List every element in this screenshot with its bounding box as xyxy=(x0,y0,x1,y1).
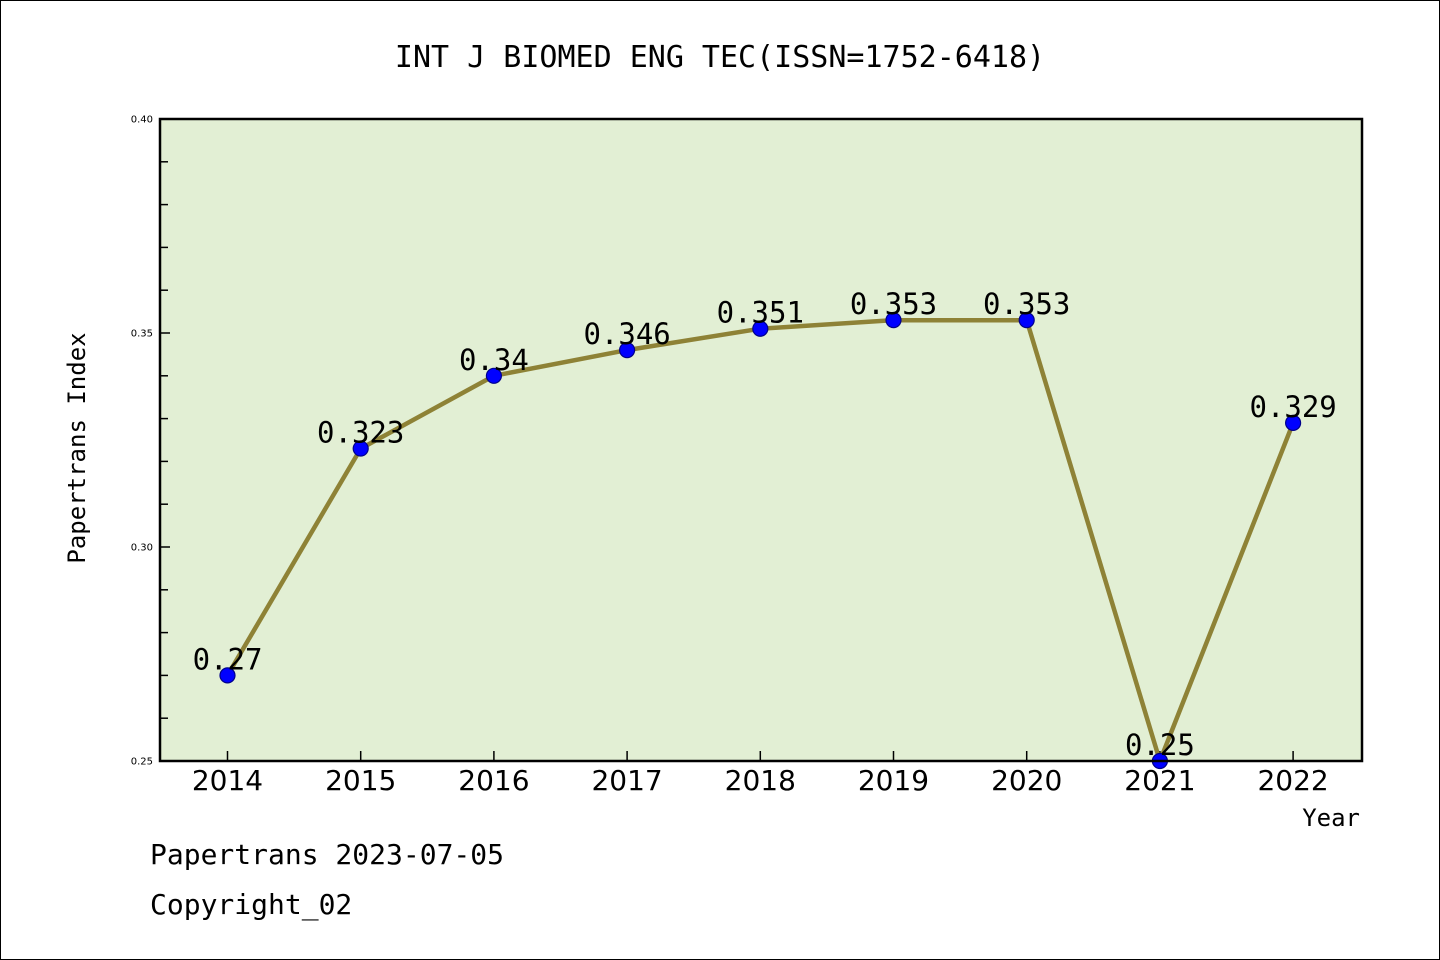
data-label: 0.25 xyxy=(1125,728,1195,762)
data-label: 0.323 xyxy=(317,416,404,450)
data-point xyxy=(1018,312,1035,329)
data-point xyxy=(485,367,502,384)
y-axis: 0.25 0.30 0.35 0.40 xyxy=(131,115,170,768)
source-date: Papertrans 2023-07-05 xyxy=(150,838,504,871)
x-tick-label: 2022 xyxy=(1257,764,1328,797)
data-label: 0.346 xyxy=(583,317,670,351)
x-tick-label: 2021 xyxy=(1124,764,1195,797)
x-tick-label: 2020 xyxy=(991,764,1062,797)
y-tick-label: 0.40 xyxy=(131,115,153,126)
data-label: 0.34 xyxy=(459,343,529,377)
y-tick-label: 0.30 xyxy=(131,543,153,554)
copyright-text: Copyright_02 xyxy=(150,888,352,922)
data-labels: 0.27 0.323 0.34 0.346 0.351 0.353 0.353 0.25 0.3… xyxy=(193,287,1337,762)
x-axis: 2014 2015 2016 2017 2018 2019 2020 2021 2022 xyxy=(192,751,1329,797)
data-point xyxy=(885,312,902,329)
data-label: 0.351 xyxy=(717,296,804,330)
x-tick-label: 2018 xyxy=(725,764,796,797)
y-tick-label: 0.25 xyxy=(131,757,153,768)
data-point xyxy=(752,320,769,337)
x-tick-label: 2015 xyxy=(325,764,396,797)
y-axis-label: Papertrans Index xyxy=(63,332,91,563)
data-point xyxy=(219,667,236,684)
data-label: 0.353 xyxy=(983,287,1070,321)
data-point xyxy=(352,440,369,457)
data-label: 0.353 xyxy=(850,287,937,321)
data-points xyxy=(219,312,1302,770)
chart-title: INT J BIOMED ENG TEC(ISSN=1752-6418) xyxy=(395,40,1045,75)
x-tick-label: 2014 xyxy=(192,764,263,797)
x-tick-label: 2017 xyxy=(591,764,662,797)
x-axis-label: Year xyxy=(1302,804,1360,832)
x-tick-label: 2019 xyxy=(858,764,929,797)
data-label: 0.329 xyxy=(1249,390,1336,424)
data-point xyxy=(1284,414,1302,431)
y-tick-label: 0.35 xyxy=(131,329,153,340)
plot-frame xyxy=(158,117,1364,763)
data-label: 0.27 xyxy=(193,642,263,676)
plot-area xyxy=(160,119,1362,761)
data-point xyxy=(618,342,636,359)
x-tick-label: 2016 xyxy=(458,764,529,797)
